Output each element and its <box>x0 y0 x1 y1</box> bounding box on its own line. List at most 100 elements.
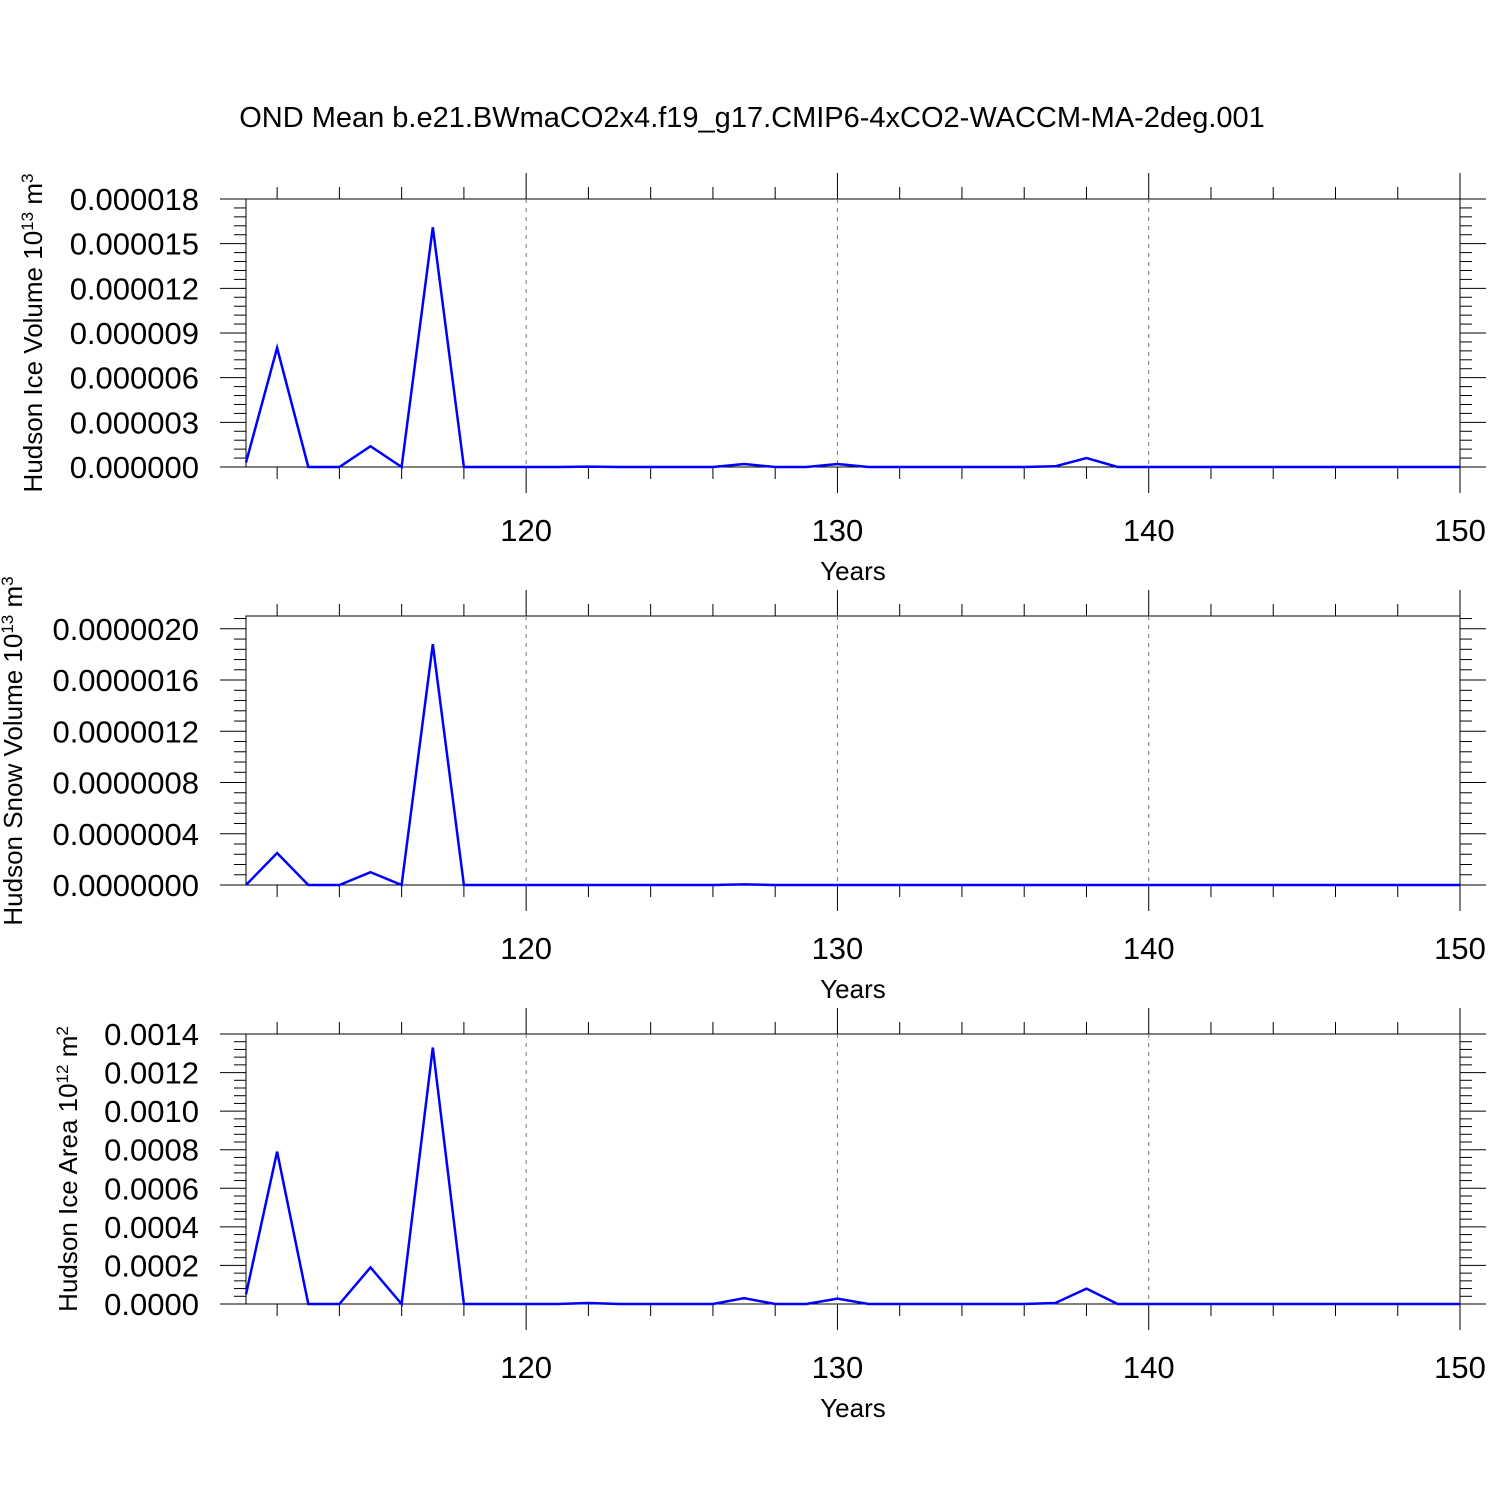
data-point <box>1117 467 1118 468</box>
data-point <box>495 1304 496 1305</box>
data-point <box>1117 1304 1118 1305</box>
data-point <box>961 1304 962 1305</box>
plot-frame <box>245 615 1461 886</box>
y-tick-label: 0.000012 <box>70 271 199 306</box>
data-point <box>588 466 589 467</box>
data-point <box>993 467 994 468</box>
y-tick-label: 0.000009 <box>70 316 199 351</box>
data-point <box>370 446 371 447</box>
x-axis-title: Years <box>820 974 886 1004</box>
chart-panel-3: 120 130 140 150 Years 0.0000 0.00020.0004 0.000… <box>53 1008 1486 1423</box>
data-point <box>463 1304 464 1305</box>
data-point <box>1366 1304 1367 1305</box>
data-point <box>308 885 309 886</box>
data-point <box>868 885 869 886</box>
y-tick-label: 0.000003 <box>70 405 199 440</box>
y-axis-title-superscript: 13 <box>0 615 17 634</box>
data-point <box>744 884 745 885</box>
data-point <box>1024 885 1025 886</box>
data-point <box>681 1304 682 1305</box>
y-axis-title-part: m <box>18 183 48 212</box>
data-point <box>650 885 651 886</box>
x-tick-label: 150 <box>1434 931 1486 966</box>
data-point <box>1335 467 1336 468</box>
data-point <box>557 1304 558 1305</box>
data-point <box>495 467 496 468</box>
data-point <box>1366 885 1367 886</box>
y-axis-title: Hudson Snow Volume 1013 m3 <box>0 576 28 925</box>
data-point <box>744 464 745 465</box>
plot-frame <box>245 198 1461 468</box>
data-point <box>899 885 900 886</box>
data-point <box>930 467 931 468</box>
data-point <box>588 885 589 886</box>
data-point <box>1335 1304 1336 1305</box>
data-point <box>432 1047 433 1048</box>
data-point <box>308 1304 309 1305</box>
y-axis-title: Hudson Ice Area 1012 m2 <box>53 1026 84 1312</box>
data-point <box>1273 1304 1274 1305</box>
data-point <box>277 852 278 853</box>
data-point <box>1210 885 1211 886</box>
data-point <box>1428 885 1429 886</box>
y-tick-label: 0.0000020 <box>52 612 199 647</box>
x-tick-label: 150 <box>1434 1350 1486 1385</box>
x-tick-label: 140 <box>1123 1350 1175 1385</box>
data-point <box>1179 467 1180 468</box>
data-point <box>1179 885 1180 886</box>
y-axis-title-part: Hudson Snow Volume 10 <box>0 634 28 926</box>
x-tick-label: 130 <box>812 513 864 548</box>
data-point <box>1304 467 1305 468</box>
y-tick-label: 0.000015 <box>70 227 199 262</box>
data-point <box>1273 467 1274 468</box>
data-point <box>557 885 558 886</box>
data-point <box>526 885 527 886</box>
data-point <box>993 1304 994 1305</box>
data-point <box>775 1304 776 1305</box>
data-point <box>246 885 247 886</box>
data-point <box>1086 885 1087 886</box>
data-point <box>1117 885 1118 886</box>
data-point <box>993 885 994 886</box>
data-point <box>775 885 776 886</box>
y-axis-title-part: m <box>0 586 28 615</box>
y-tick-label: 0.000000 <box>70 450 199 485</box>
y-tick-label: 0.0002 <box>104 1248 199 1283</box>
data-point <box>868 1304 869 1305</box>
data-point <box>1242 1304 1243 1305</box>
data-point <box>246 1294 247 1295</box>
x-tick-label: 140 <box>1123 513 1175 548</box>
data-point <box>1397 467 1398 468</box>
data-point <box>1428 467 1429 468</box>
data-point <box>339 1304 340 1305</box>
chart-panel-1: 120 130 140 150 Years 0.000000 0.000003 0.00000… <box>18 173 1486 586</box>
data-point <box>463 467 464 468</box>
data-point <box>526 467 527 468</box>
data-point <box>339 467 340 468</box>
x-tick-label: 130 <box>812 1350 864 1385</box>
data-point <box>1210 1304 1211 1305</box>
data-point <box>277 1151 278 1152</box>
y-tick-label: 0.000018 <box>70 182 199 217</box>
data-point <box>557 467 558 468</box>
data-point <box>712 467 713 468</box>
x-tick-label: 120 <box>500 931 552 966</box>
data-point <box>246 462 247 463</box>
data-point <box>526 1304 527 1305</box>
y-axis-title-part: m <box>53 1036 83 1065</box>
data-point <box>806 467 807 468</box>
data-point <box>588 1303 589 1304</box>
y-axis-title-superscript: 2 <box>53 1026 72 1035</box>
data-point <box>1086 1288 1087 1289</box>
x-tick-label: 130 <box>812 931 864 966</box>
data-point <box>401 467 402 468</box>
plot-frame <box>245 1033 1461 1305</box>
data-point <box>1304 1304 1305 1305</box>
data-point <box>930 1304 931 1305</box>
data-point <box>775 467 776 468</box>
data-point <box>1055 885 1056 886</box>
series-line <box>244 1047 1460 1307</box>
y-axis-title-part: Hudson Ice Volume 10 <box>18 231 48 493</box>
data-point <box>1366 467 1367 468</box>
